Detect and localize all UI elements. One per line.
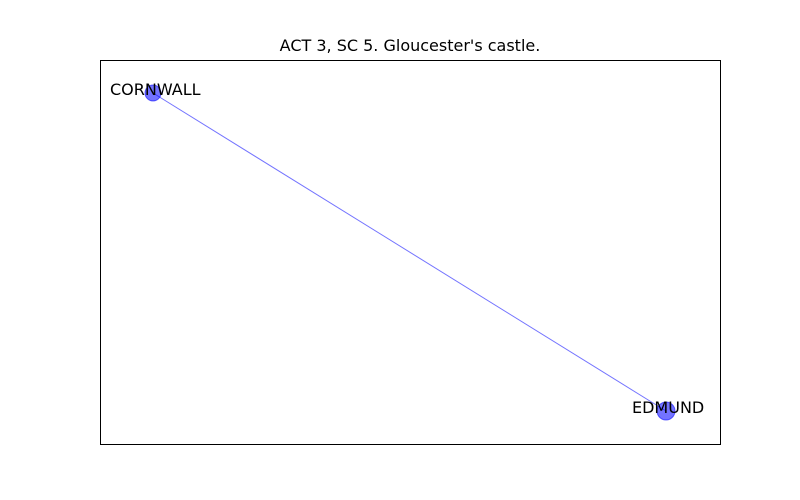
nodes-layer: [144, 84, 676, 421]
labels-layer: CORNWALL EDMUND: [110, 80, 704, 417]
node-edmund: [656, 401, 676, 421]
node-label-edmund: EDMUND: [632, 398, 704, 417]
node-label-cornwall: CORNWALL: [110, 80, 201, 99]
edge-cornwall-edmund: [152, 92, 667, 412]
plot-frame: [100, 60, 721, 445]
edges-layer: [152, 92, 667, 412]
node-cornwall: [144, 84, 162, 102]
figure-title: ACT 3, SC 5. Gloucester's castle.: [279, 36, 541, 55]
